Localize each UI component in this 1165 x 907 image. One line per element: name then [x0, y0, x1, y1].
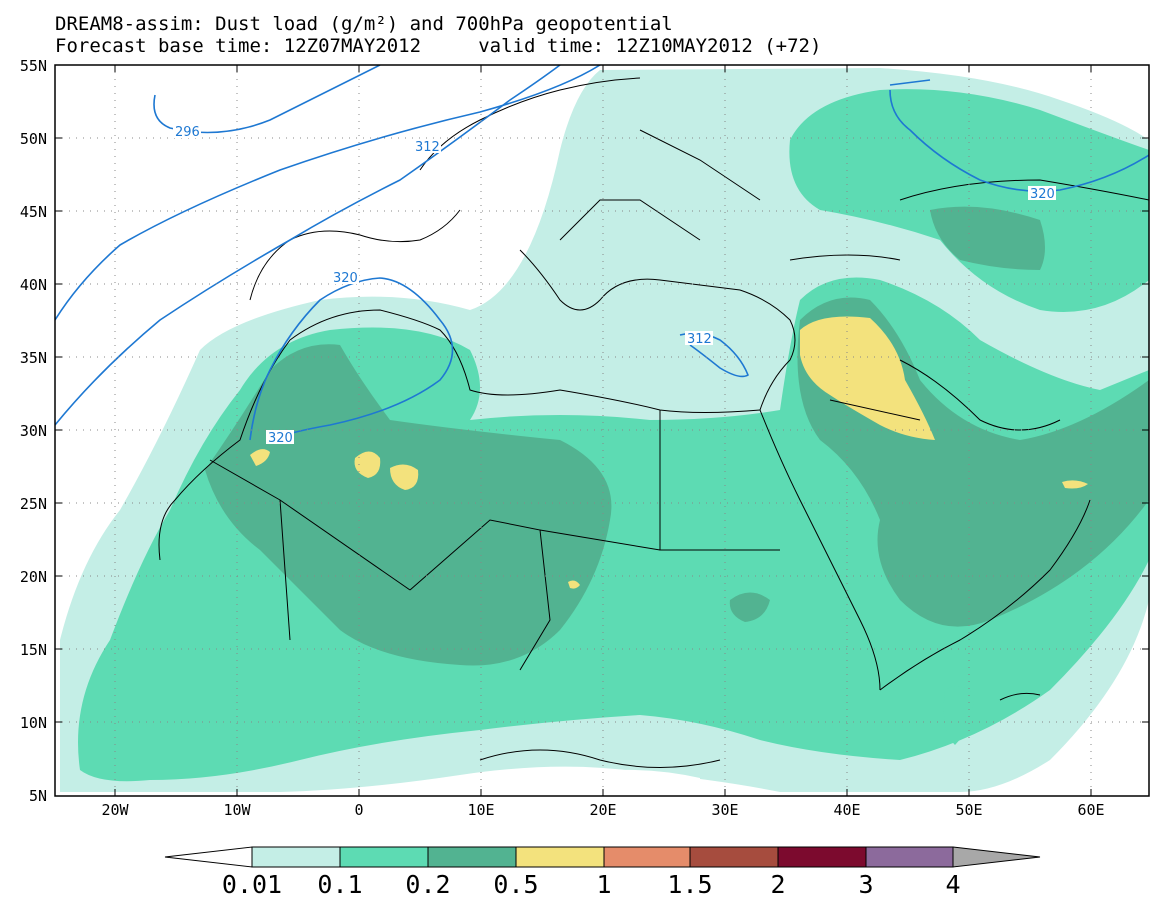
colorbar-label: 1: [596, 870, 611, 899]
title-line-2: Forecast base time: 12Z07MAY2012 valid t…: [55, 35, 822, 57]
map-area: [55, 65, 1149, 796]
lat-label: 25N: [20, 495, 47, 513]
map-grid: [55, 65, 1149, 796]
colorbar-cell: [603, 846, 691, 868]
colorbar-cell: [865, 846, 954, 868]
lat-label: 55N: [20, 57, 47, 75]
contour-label-320-west: 320: [333, 271, 358, 286]
lon-label: 20W: [101, 801, 129, 819]
colorbar-cell: [164, 846, 253, 868]
lon-label: 60E: [1077, 801, 1104, 819]
lat-label: 45N: [20, 203, 47, 221]
lon-label: 30E: [711, 801, 738, 819]
colorbar-label: 2: [770, 870, 785, 899]
colorbar: [164, 846, 1041, 868]
lat-label: 10N: [20, 714, 47, 732]
colorbar-cell: [427, 846, 517, 868]
country-borders: [158, 77, 1149, 768]
lon-label: 50E: [955, 801, 982, 819]
dust-layer-peak-iraq: [800, 316, 935, 440]
colorbar-label: 0.1: [317, 870, 362, 899]
lat-label: 30N: [20, 422, 47, 440]
colorbar-cell: [952, 846, 1041, 868]
contour-labels: 296 312 320 320 320 312: [173, 124, 1056, 446]
lat-label: 40N: [20, 276, 47, 294]
colorbar-labels: 0.01 0.1 0.2 0.5 1 1.5 2 3 4: [222, 870, 961, 899]
dust-layer-high: [205, 344, 612, 666]
lon-label: 40E: [833, 801, 860, 819]
title-line-1: DREAM8-assim: Dust load (g/m²) and 700hP…: [55, 13, 673, 35]
colorbar-label: 0.2: [405, 870, 450, 899]
colorbar-label: 1.5: [667, 870, 712, 899]
lon-label: 20E: [589, 801, 616, 819]
lat-labels: 55N 50N 45N 40N 35N 30N 25N 20N 15N 10N …: [20, 57, 47, 805]
lat-label: 35N: [20, 349, 47, 367]
colorbar-label: 0.01: [222, 870, 282, 899]
colorbar-label: 4: [945, 870, 960, 899]
lon-label: 0: [354, 801, 363, 819]
lon-label: 10W: [223, 801, 251, 819]
colorbar-cell: [515, 846, 605, 868]
colorbar-cell: [339, 846, 429, 868]
lon-ticks: [114, 65, 1092, 796]
contour-label-320-morocco: 320: [268, 431, 293, 446]
lat-ticks: [55, 64, 1149, 797]
colorbar-cell: [251, 846, 341, 868]
contour-label-312: 312: [415, 140, 440, 155]
lat-label: 5N: [29, 787, 47, 805]
lat-label: 15N: [20, 641, 47, 659]
lat-label: 50N: [20, 130, 47, 148]
colorbar-cell: [777, 846, 867, 868]
colorbar-cell: [689, 846, 779, 868]
lon-label: 10E: [467, 801, 494, 819]
lon-labels: 20W 10W 0 10E 20E 30E 40E 50E 60E: [101, 801, 1104, 819]
colorbar-label: 0.5: [493, 870, 538, 899]
colorbar-label: 3: [858, 870, 873, 899]
dust-layer-medium-north: [789, 89, 1149, 313]
contour-label-320-east: 320: [1030, 187, 1055, 202]
contour-label-312-crete: 312: [687, 332, 712, 347]
lat-label: 20N: [20, 568, 47, 586]
contour-label-296: 296: [175, 125, 200, 140]
